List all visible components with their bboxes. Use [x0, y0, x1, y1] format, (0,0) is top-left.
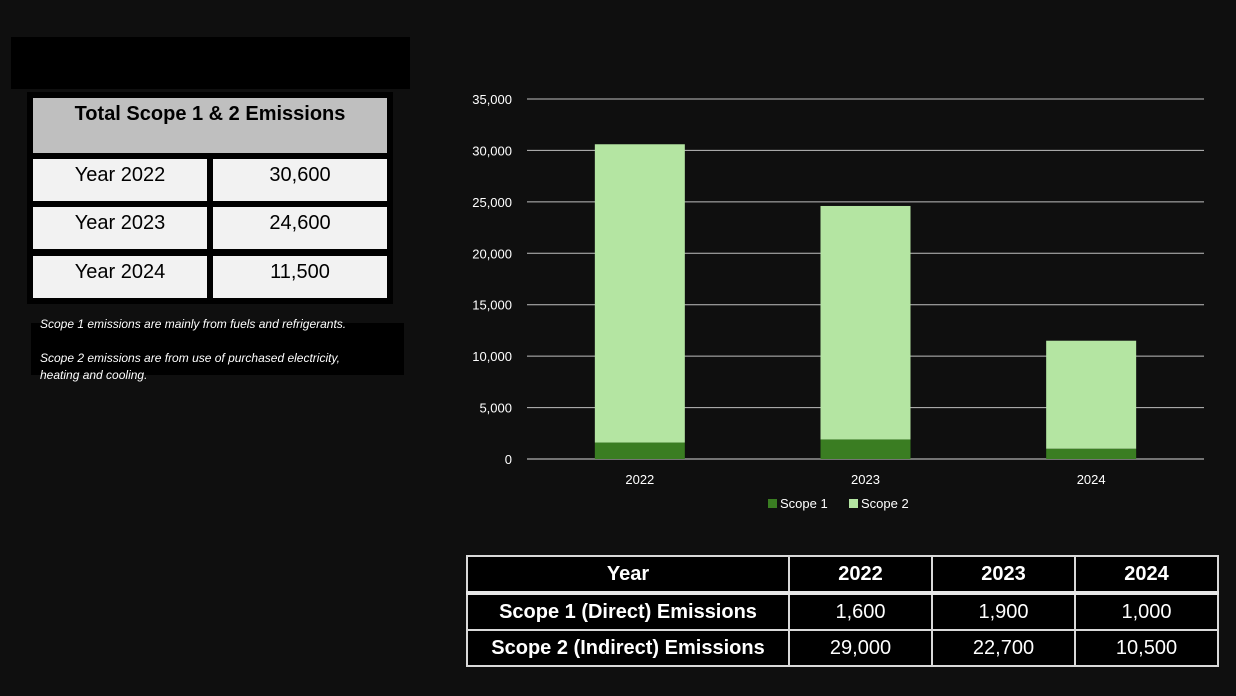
total-emissions-title: Total Scope 1 & 2 Emissions	[33, 98, 387, 153]
summary-year-2022: Year 2022	[33, 159, 207, 201]
legend-swatch-scope-1	[768, 499, 777, 508]
summary-year-2024: Year 2024	[33, 256, 207, 298]
bar-scope-2-2022	[594, 144, 685, 443]
cell: 22,700	[931, 629, 1076, 667]
summary-value-2022: 30,600	[213, 159, 387, 201]
y-tick-label: 5,000	[479, 401, 512, 416]
legend-label: Scope 2	[861, 496, 909, 511]
summary-year-2023: Year 2023	[33, 207, 207, 249]
header-2024: 2024	[1074, 555, 1219, 595]
title-bar	[11, 37, 410, 89]
legend-label: Scope 1	[780, 496, 828, 511]
table-row: Scope 2 (Indirect) Emissions 29,000 22,7…	[466, 629, 1219, 667]
x-tick-label: 2023	[851, 472, 880, 487]
x-tick-label: 2024	[1077, 472, 1106, 487]
y-tick-label: 20,000	[472, 246, 512, 261]
header-2023: 2023	[931, 555, 1076, 595]
table-header-row: Year 2022 2023 2024	[466, 555, 1219, 595]
row-label: Scope 2 (Indirect) Emissions	[466, 629, 790, 667]
cell: 1,000	[1074, 592, 1219, 631]
notes-background	[31, 323, 404, 375]
bar-scope-1-2022	[594, 442, 685, 459]
bar-scope-2-2023	[820, 205, 911, 440]
emissions-table: Year 2022 2023 2024 Scope 1 (Direct) Emi…	[466, 555, 1219, 667]
summary-value-2024: 11,500	[213, 256, 387, 298]
x-tick-label: 2022	[625, 472, 654, 487]
y-tick-label: 25,000	[472, 195, 512, 210]
header-2022: 2022	[788, 555, 933, 595]
bar-scope-1-2023	[820, 439, 911, 459]
row-label: Scope 1 (Direct) Emissions	[466, 592, 790, 631]
y-tick-label: 15,000	[472, 298, 512, 313]
cell: 29,000	[788, 629, 933, 667]
cell: 1,900	[931, 592, 1076, 631]
bar-scope-2-2024	[1046, 340, 1137, 449]
note-scope2-line2: heating and cooling.	[40, 368, 148, 382]
y-tick-label: 35,000	[472, 92, 512, 107]
y-tick-label: 10,000	[472, 349, 512, 364]
note-scope1: Scope 1 emissions are mainly from fuels …	[40, 317, 347, 331]
y-tick-label: 0	[505, 452, 512, 467]
legend-swatch-scope-2	[849, 499, 858, 508]
y-tick-label: 30,000	[472, 143, 512, 158]
table-row: Scope 1 (Direct) Emissions 1,600 1,900 1…	[466, 592, 1219, 631]
bar-scope-1-2024	[1046, 448, 1137, 459]
header-year: Year	[466, 555, 790, 595]
cell: 10,500	[1074, 629, 1219, 667]
cell: 1,600	[788, 592, 933, 631]
summary-value-2023: 24,600	[213, 207, 387, 249]
note-scope2-line1: Scope 2 emissions are from use of purcha…	[40, 351, 340, 365]
